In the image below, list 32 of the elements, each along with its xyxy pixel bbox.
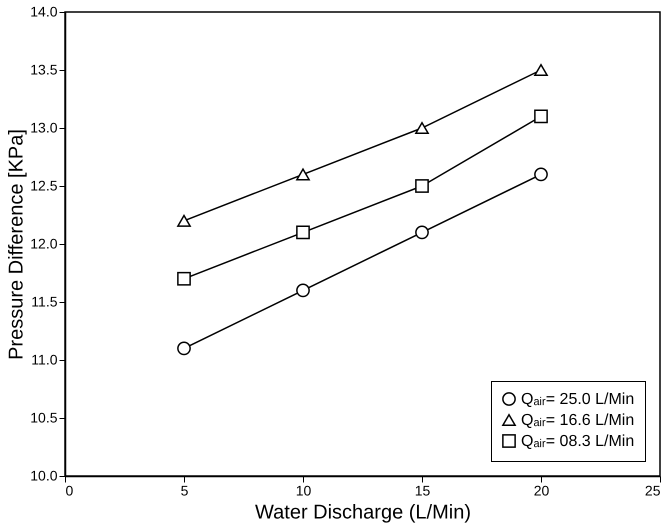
y-tick-label: 13.5	[30, 62, 58, 78]
y-tick-label: 14.0	[30, 4, 58, 20]
legend-label: Qₐᵢᵣ= 08.3 L/Min	[521, 433, 634, 450]
point	[534, 168, 548, 182]
x-tick-label: 15	[414, 482, 430, 498]
x-tick-label: 5	[180, 482, 189, 498]
x-tick-label: 20	[534, 482, 550, 498]
x-axis-title: Water Discharge (L/Min)	[255, 502, 471, 524]
point	[177, 272, 191, 286]
y-tick-label: 10.0	[30, 468, 58, 484]
point	[177, 342, 191, 356]
point	[177, 214, 191, 227]
point	[415, 179, 429, 193]
point	[296, 226, 310, 240]
y-tick-label: 11.0	[31, 352, 58, 368]
legend-label: Qₐᵢᵣ= 16.6 L/Min	[521, 412, 634, 429]
point	[534, 64, 548, 76]
x-tick-label: 10	[296, 482, 312, 498]
y-tick-label: 10.5	[30, 410, 58, 426]
point	[534, 110, 548, 124]
point	[296, 168, 310, 180]
legend-label: Qₐᵢᵣ= 25.0 L/Min	[521, 391, 634, 408]
x-tick-label: 0	[66, 482, 74, 498]
y-tick-label: 12.0	[30, 236, 58, 252]
point	[415, 226, 429, 240]
point	[296, 284, 310, 298]
y-axis-title: Pressure Difference [KPa]	[5, 129, 28, 360]
point	[415, 122, 429, 134]
x-tick-label: 25	[644, 482, 661, 498]
y-tick-label: 12.5	[30, 178, 58, 194]
y-tick-label: 11.5	[31, 294, 58, 310]
y-tick-label: 13.0	[30, 120, 58, 136]
